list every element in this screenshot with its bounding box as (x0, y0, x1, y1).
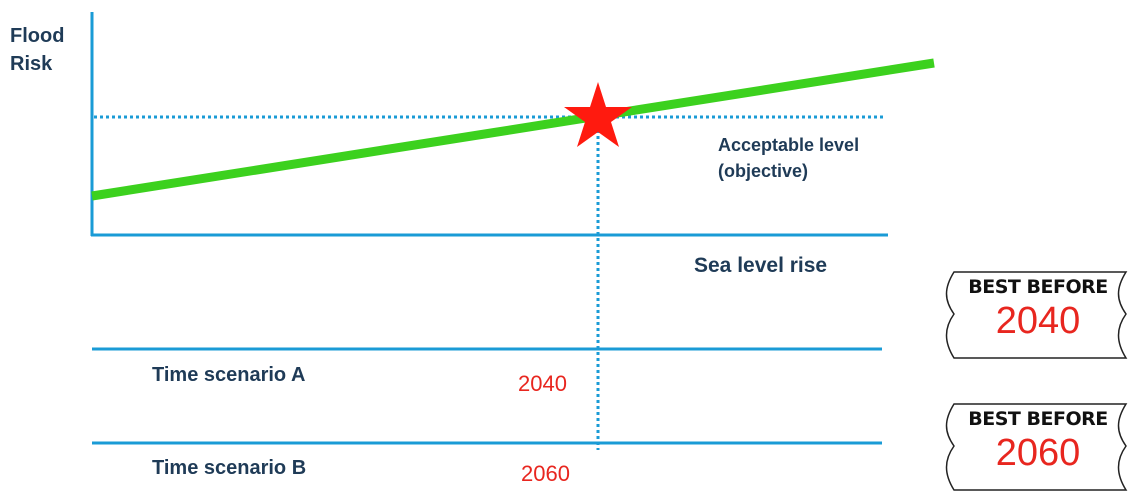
best-before-tag-2040: BEST BEFORE 2040 (940, 268, 1141, 362)
tag-title: BEST BEFORE (968, 408, 1108, 430)
star-icon (564, 82, 632, 147)
scenario-a-year: 2040 (518, 371, 567, 396)
tag-outline-icon (945, 271, 1128, 359)
scenario-b-year: 2060 (521, 461, 570, 486)
acceptable-level-label: Acceptable level (objective) (718, 135, 860, 181)
tag-year: 2060 (995, 432, 1081, 474)
best-before-tag-2060: BEST BEFORE 2060 (940, 400, 1141, 494)
x-axis-label: Sea level rise (694, 254, 828, 277)
tag-outline-icon (945, 403, 1128, 491)
scenario-b-label: Time scenario B (152, 457, 307, 479)
y-axis-label: Flood Risk (10, 25, 65, 75)
scenario-a-label: Time scenario A (152, 364, 306, 386)
risk-line (91, 58, 935, 201)
tag-year: 2040 (995, 300, 1081, 342)
tag-title: BEST BEFORE (968, 276, 1108, 298)
